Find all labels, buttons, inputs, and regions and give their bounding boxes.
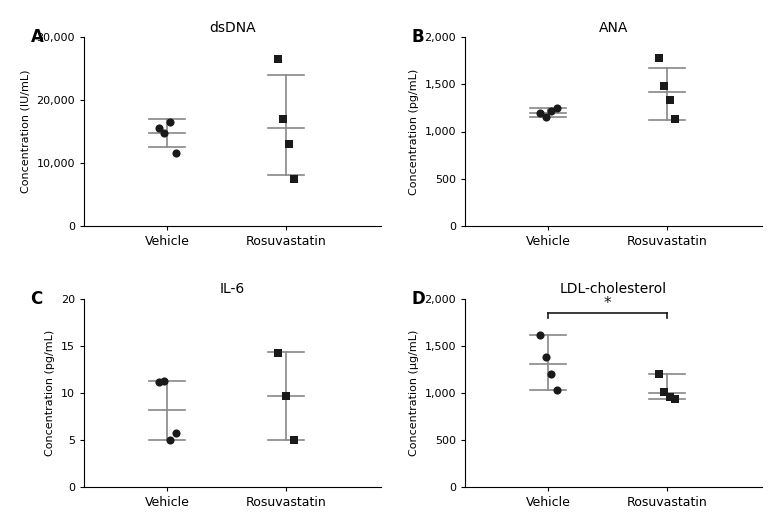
Point <box>288 436 301 444</box>
Point <box>169 429 182 438</box>
Point <box>272 55 284 64</box>
Point <box>658 82 670 91</box>
Point <box>534 109 547 117</box>
Y-axis label: Concentration (μg/mL): Concentration (μg/mL) <box>409 330 419 456</box>
Point <box>164 436 176 444</box>
Point <box>539 113 552 121</box>
Point <box>153 377 165 386</box>
Y-axis label: Concentration (pg/mL): Concentration (pg/mL) <box>409 68 419 195</box>
Point <box>164 118 176 126</box>
Point <box>534 330 547 339</box>
Point <box>669 115 682 123</box>
Point <box>658 388 670 396</box>
Point <box>545 107 557 115</box>
Point <box>272 348 284 357</box>
Point <box>550 386 563 394</box>
Point <box>539 353 552 361</box>
Point <box>283 140 295 148</box>
Text: D: D <box>412 289 425 307</box>
Title: dsDNA: dsDNA <box>209 21 256 35</box>
Text: *: * <box>604 296 612 311</box>
Point <box>280 392 292 400</box>
Point <box>664 393 677 401</box>
Title: IL-6: IL-6 <box>220 282 245 296</box>
Point <box>169 149 182 158</box>
Text: A: A <box>31 28 43 46</box>
Title: ANA: ANA <box>599 21 628 35</box>
Point <box>652 370 665 378</box>
Point <box>153 124 165 132</box>
Y-axis label: Concentration (pg/mL): Concentration (pg/mL) <box>45 330 56 456</box>
Point <box>550 104 563 112</box>
Point <box>652 54 665 63</box>
Point <box>664 95 677 104</box>
Y-axis label: Concentration (IU/mL): Concentration (IU/mL) <box>21 70 31 193</box>
Point <box>158 128 171 137</box>
Point <box>277 114 290 123</box>
Title: LDL-cholesterol: LDL-cholesterol <box>560 282 667 296</box>
Point <box>669 394 682 403</box>
Point <box>158 376 171 385</box>
Text: B: B <box>412 28 424 46</box>
Text: C: C <box>31 289 43 307</box>
Point <box>288 174 301 183</box>
Point <box>545 370 557 378</box>
